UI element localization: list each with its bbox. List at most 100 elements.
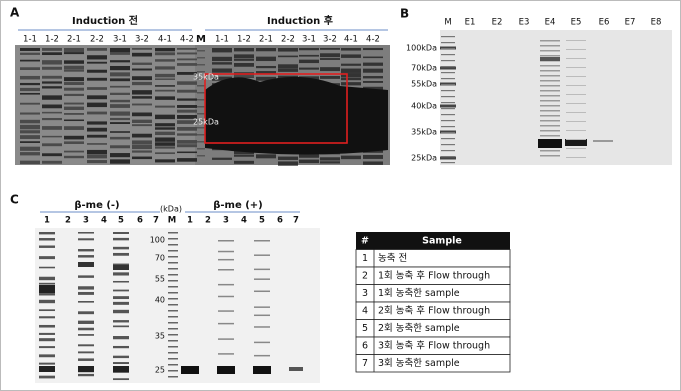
mw-label: 70 [155,254,165,263]
band [341,73,361,78]
band [540,75,560,77]
lane-label: M [196,34,206,45]
table-cell: 2회 농축한 sample [378,323,460,334]
band [254,290,270,293]
band [168,334,178,336]
band [566,139,586,140]
table-cell: 3회 농축한 sample [378,358,460,369]
band [113,325,129,328]
band [177,52,197,55]
band [441,102,455,104]
band [177,133,197,136]
band [113,280,129,283]
lane-label: 2-1 [67,35,81,45]
band [132,144,152,150]
band [168,280,178,282]
band [155,127,175,130]
lane-label: E2 [492,18,503,28]
band [218,322,234,325]
mw-label: 35kDa [193,73,219,82]
group-label: Induction 전 [72,14,138,27]
band [256,65,276,69]
highlight-box [204,73,348,144]
band [113,232,129,234]
band [363,62,383,66]
band [39,354,55,358]
band [320,53,340,58]
band [320,157,340,161]
band [87,127,107,132]
band [39,338,55,342]
band [110,48,130,53]
band [441,120,455,122]
band [87,111,107,115]
band [64,60,84,64]
band [540,110,560,112]
band [168,376,178,378]
band [299,54,319,57]
band [441,42,455,44]
band [197,113,205,115]
band [87,121,107,125]
band [197,71,205,73]
band [168,256,178,258]
band [254,240,270,242]
band [363,161,383,165]
band [197,64,205,66]
band [42,104,62,109]
lane-label: 1-2 [237,35,251,45]
lane-label: 4 [241,216,247,226]
mw-label: 40 [155,296,165,305]
band [132,48,152,50]
band [20,124,40,130]
band [177,115,197,119]
band [39,366,55,372]
mw-label: 55 [155,275,165,284]
band [39,282,55,285]
band [212,62,232,65]
band [64,93,84,97]
band [299,153,319,158]
table-cell: 2 [362,270,368,281]
band [20,160,40,165]
band [64,150,84,153]
lane-label: 1 [187,216,193,226]
band [110,78,130,82]
lane-label: E4 [545,18,556,28]
band [320,58,340,60]
band [155,131,175,136]
band [197,155,205,157]
band [256,48,276,52]
band [341,54,361,58]
lane-label: M [168,216,176,226]
band [177,48,197,50]
band [113,296,129,300]
band [39,232,55,235]
lane-label: 2 [205,216,211,226]
band [132,96,152,99]
band [197,106,205,108]
band [256,76,276,81]
band [110,145,130,149]
lane-label: 4-2 [180,35,194,45]
band [39,285,55,293]
lane-label: 3-1 [113,35,127,45]
lane-label: 3 [83,216,89,226]
band [20,152,40,156]
band [441,60,455,62]
band [132,124,152,127]
band [132,150,152,153]
band [78,351,94,354]
lane-label: 1-2 [45,35,59,45]
mw-label: 55kDa [411,80,437,89]
band [110,92,130,95]
band [177,98,197,101]
band [441,36,455,38]
band [168,310,178,312]
band [20,119,40,124]
band [42,48,62,51]
band [254,354,270,357]
band [78,327,94,331]
band [42,126,62,130]
band [363,80,383,83]
